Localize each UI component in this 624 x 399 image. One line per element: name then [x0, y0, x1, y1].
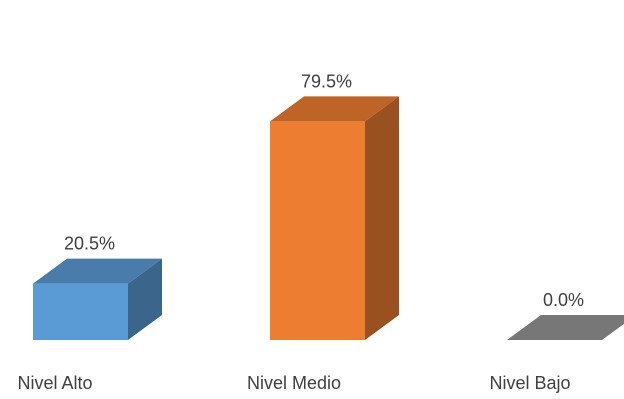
bar-side-face [365, 96, 399, 340]
bar-top-face [507, 315, 624, 340]
bar-front-face [270, 121, 365, 340]
category-label-3: Nivel Bajo [489, 373, 570, 393]
data-label-3: 0.0% [543, 290, 584, 310]
bar-1 [33, 258, 162, 340]
bars-layer [33, 96, 624, 340]
category-label-2: Nivel Medio [247, 373, 341, 393]
bar-top-face [270, 96, 399, 122]
bar-2 [270, 96, 399, 340]
labels-layer: 20.5% Nivel Alto 79.5% Nivel Medio 0.0% Nivel… [17, 71, 584, 393]
bar-side-face [128, 258, 162, 340]
bar-front-face [33, 283, 128, 340]
data-label-2: 79.5% [301, 71, 352, 91]
data-label-1: 20.5% [64, 234, 115, 254]
bar-3 [507, 315, 624, 340]
category-label-1: Nivel Alto [17, 373, 92, 393]
bar-top-face [33, 258, 162, 284]
